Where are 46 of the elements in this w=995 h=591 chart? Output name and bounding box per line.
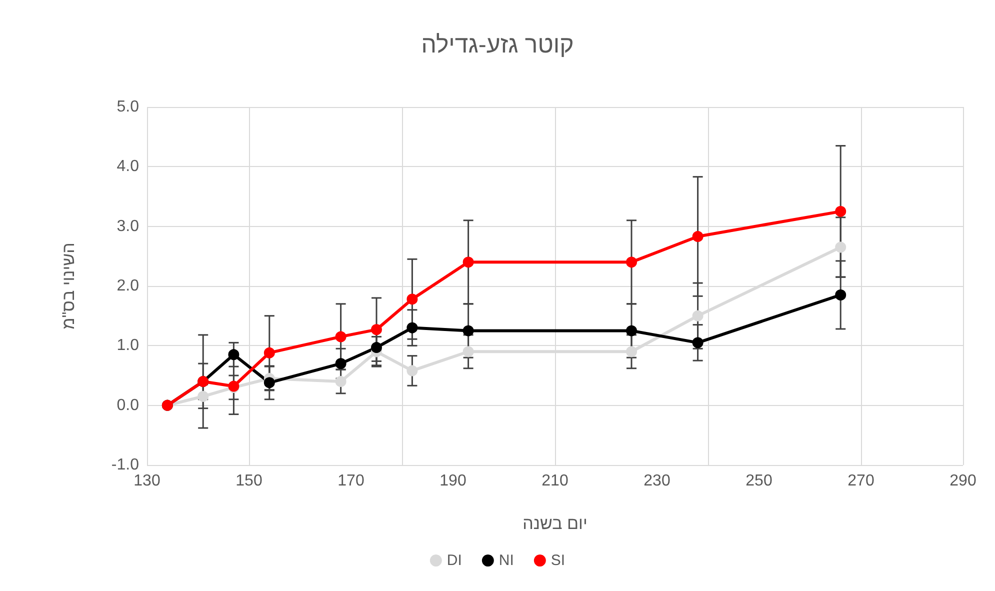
x-tick-label: 130 [134, 472, 160, 490]
y-tick-label: 3.0 [116, 218, 140, 235]
y-tick-label: 0.0 [116, 396, 140, 414]
y-tick-label: 2.0 [116, 278, 140, 294]
x-tick-label: 250 [746, 472, 772, 490]
x-tick-label: 270 [848, 472, 874, 490]
point [335, 358, 346, 370]
point [835, 242, 846, 253]
point [835, 206, 846, 217]
x-tick-label: 190 [440, 472, 466, 490]
legend-label: NI [498, 552, 514, 569]
point [692, 230, 704, 242]
point [264, 347, 275, 358]
y-tick-label: 4.0 [116, 158, 140, 176]
point [264, 377, 275, 388]
y-tick-label: 1.0 [116, 337, 140, 354]
x-tick-label: 230 [644, 472, 670, 490]
x-tick-label: 170 [338, 472, 364, 490]
point [406, 322, 418, 334]
point [692, 310, 704, 322]
point [462, 256, 474, 268]
point [406, 365, 418, 376]
x-tick-label: 150 [236, 472, 262, 490]
point [228, 349, 240, 360]
x-axis-title: יום בשנה [522, 514, 588, 533]
point [335, 376, 346, 387]
point [626, 325, 637, 336]
point [835, 289, 846, 300]
y-tick-label: -1.0 [111, 456, 140, 474]
point [462, 346, 474, 358]
point [462, 325, 474, 336]
chart-title: קוטר גזע-גדילה [421, 32, 574, 58]
legend-label: DI [446, 552, 462, 569]
legend-label: SI [550, 552, 566, 569]
point [406, 294, 418, 305]
point [198, 390, 209, 402]
point [371, 324, 382, 336]
x-tick-label: 290 [950, 472, 976, 490]
point [626, 256, 637, 268]
x-tick-label: 210 [542, 472, 568, 490]
point [371, 342, 382, 353]
point [626, 346, 637, 358]
point [335, 331, 346, 342]
y-tick-label: 5.0 [116, 98, 140, 116]
point [692, 337, 704, 348]
y-axis-title: השינוי בס"מ [59, 242, 78, 330]
